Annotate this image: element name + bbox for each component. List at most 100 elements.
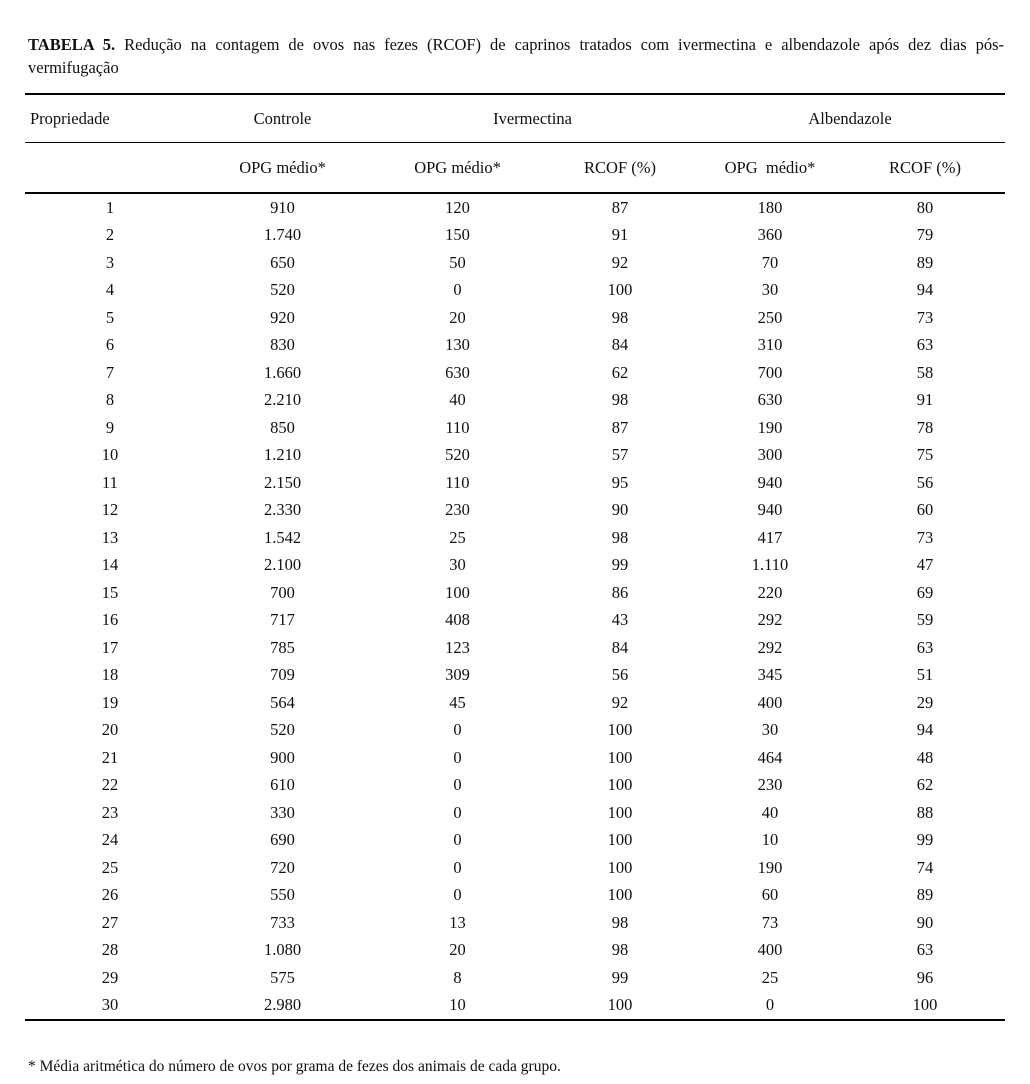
cell-controle-opg: 717 bbox=[270, 610, 295, 630]
cell-controle-opg: 550 bbox=[270, 885, 295, 905]
cell-ivermectina-opg: 13 bbox=[449, 912, 466, 932]
cell-ivermectina-rcof: 43 bbox=[611, 610, 629, 630]
table-row: 11 2.150 110 95 940 56 bbox=[25, 469, 1005, 497]
cell-propriedade: 21 bbox=[101, 747, 119, 767]
cell-propriedade: 12 bbox=[101, 500, 119, 520]
cell-propriedade: 5 bbox=[105, 307, 115, 327]
cell-albendazole-opg: 630 bbox=[757, 390, 783, 410]
table-row: 21 900 0 100 464 48 bbox=[25, 744, 1005, 772]
cell-propriedade: 2 bbox=[105, 225, 115, 245]
cell-albendazole-opg: 400 bbox=[757, 940, 783, 960]
table-header: Propriedade Controle Ivermectina Albenda… bbox=[25, 94, 1006, 194]
cell-albendazole-rcof: 48 bbox=[916, 747, 934, 767]
table-row: 26 550 0 100 60 89 bbox=[25, 882, 1005, 910]
cell-ivermectina-rcof: 98 bbox=[611, 527, 629, 547]
cell-ivermectina-opg: 40 bbox=[449, 390, 466, 410]
cell-albendazole-opg: 0 bbox=[765, 995, 775, 1015]
cell-ivermectina-rcof: 87 bbox=[611, 197, 629, 217]
cell-albendazole-opg: 310 bbox=[757, 335, 783, 355]
cell-albendazole-rcof: 94 bbox=[916, 280, 934, 300]
cell-albendazole-opg: 417 bbox=[757, 527, 783, 547]
cell-controle-opg: 850 bbox=[270, 417, 295, 437]
cell-controle-opg: 2.150 bbox=[263, 472, 302, 492]
cell-propriedade: 10 bbox=[101, 445, 119, 465]
cell-controle-opg: 2.100 bbox=[263, 555, 302, 575]
cell-albendazole-rcof: 80 bbox=[916, 197, 934, 217]
cell-albendazole-rcof: 88 bbox=[916, 802, 934, 822]
header-albendazole: Albendazole bbox=[695, 94, 1006, 143]
table-row: 30 2.980 10 100 0 100 bbox=[25, 992, 1005, 1021]
cell-ivermectina-rcof: 92 bbox=[611, 692, 629, 712]
cell-albendazole-opg: 180 bbox=[757, 197, 783, 217]
cell-propriedade: 13 bbox=[101, 527, 119, 547]
subheader-albendazole-rcof: RCOF (%) bbox=[845, 142, 1006, 194]
cell-propriedade: 19 bbox=[101, 692, 119, 712]
cell-ivermectina-rcof: 98 bbox=[611, 307, 629, 327]
cell-ivermectina-opg: 0 bbox=[453, 885, 462, 905]
cell-albendazole-rcof: 69 bbox=[916, 582, 934, 602]
table-row: 9 850 110 87 190 78 bbox=[25, 414, 1005, 442]
subheader-ivermectina-opg: OPG médio* bbox=[370, 142, 545, 194]
cell-albendazole-rcof: 89 bbox=[916, 252, 934, 272]
cell-ivermectina-rcof: 100 bbox=[607, 802, 633, 822]
cell-albendazole-rcof: 90 bbox=[916, 912, 934, 932]
header-ivermectina: Ivermectina bbox=[370, 94, 696, 143]
table-row: 24 690 0 100 10 99 bbox=[25, 827, 1005, 855]
table-row: 18 709 309 56 345 51 bbox=[25, 662, 1005, 690]
cell-propriedade: 4 bbox=[105, 280, 115, 300]
cell-propriedade: 25 bbox=[101, 857, 119, 877]
table-row: 1 910 120 87 180 80 bbox=[25, 193, 1005, 222]
cell-albendazole-opg: 464 bbox=[757, 747, 783, 767]
table-row: 23 330 0 100 40 88 bbox=[25, 799, 1005, 827]
cell-controle-opg: 2.330 bbox=[263, 500, 302, 520]
cell-controle-opg: 330 bbox=[270, 802, 295, 822]
cell-controle-opg: 2.210 bbox=[263, 390, 302, 410]
cell-ivermectina-rcof: 99 bbox=[611, 555, 629, 575]
cell-ivermectina-opg: 0 bbox=[453, 830, 462, 850]
cell-albendazole-opg: 345 bbox=[757, 665, 783, 685]
cell-albendazole-rcof: 62 bbox=[916, 775, 934, 795]
cell-ivermectina-opg: 120 bbox=[445, 197, 470, 217]
cell-ivermectina-opg: 0 bbox=[453, 857, 462, 877]
cell-albendazole-opg: 300 bbox=[757, 445, 783, 465]
table-row: 6 830 130 84 310 63 bbox=[25, 332, 1005, 360]
cell-albendazole-opg: 400 bbox=[757, 692, 783, 712]
table-row: 29 575 8 99 25 96 bbox=[25, 964, 1005, 992]
table-caption-line1: TABELA 5. Redução na contagem de ovos na… bbox=[28, 33, 1004, 56]
cell-albendazole-rcof: 73 bbox=[916, 307, 934, 327]
cell-ivermectina-opg: 309 bbox=[445, 665, 470, 685]
cell-ivermectina-opg: 520 bbox=[445, 445, 470, 465]
cell-ivermectina-opg: 30 bbox=[449, 555, 466, 575]
cell-albendazole-rcof: 47 bbox=[916, 555, 934, 575]
cell-controle-opg: 520 bbox=[270, 720, 295, 740]
cell-ivermectina-rcof: 86 bbox=[611, 582, 629, 602]
cell-albendazole-rcof: 51 bbox=[916, 665, 934, 685]
cell-controle-opg: 1.660 bbox=[263, 362, 302, 382]
cell-propriedade: 26 bbox=[101, 885, 119, 905]
cell-albendazole-opg: 40 bbox=[761, 802, 779, 822]
cell-ivermectina-rcof: 100 bbox=[607, 280, 633, 300]
cell-ivermectina-rcof: 100 bbox=[607, 830, 633, 850]
cell-ivermectina-rcof: 98 bbox=[611, 940, 629, 960]
table-row: 14 2.100 30 99 1.110 47 bbox=[25, 552, 1005, 580]
cell-albendazole-opg: 190 bbox=[757, 417, 783, 437]
cell-controle-opg: 520 bbox=[270, 280, 295, 300]
cell-ivermectina-opg: 123 bbox=[445, 637, 470, 657]
cell-propriedade: 9 bbox=[105, 417, 115, 437]
cell-ivermectina-rcof: 84 bbox=[611, 335, 629, 355]
table-body: 1 910 120 87 180 80 2 1.740 150 91 360 79 3 650 50 92 70… bbox=[25, 193, 1005, 1020]
cell-controle-opg: 1.740 bbox=[263, 225, 302, 245]
cell-albendazole-opg: 230 bbox=[757, 775, 783, 795]
cell-propriedade: 3 bbox=[105, 252, 115, 272]
cell-ivermectina-opg: 0 bbox=[453, 720, 462, 740]
cell-controle-opg: 920 bbox=[270, 307, 295, 327]
cell-ivermectina-opg: 20 bbox=[449, 940, 466, 960]
cell-ivermectina-opg: 0 bbox=[453, 775, 462, 795]
cell-propriedade: 16 bbox=[101, 610, 119, 630]
table-row: 5 920 20 98 250 73 bbox=[25, 304, 1005, 332]
table-caption-label: TABELA 5. bbox=[28, 34, 116, 54]
table-row: 17 785 123 84 292 63 bbox=[25, 634, 1005, 662]
table-row: 22 610 0 100 230 62 bbox=[25, 772, 1005, 800]
subheader-blank bbox=[25, 142, 195, 194]
